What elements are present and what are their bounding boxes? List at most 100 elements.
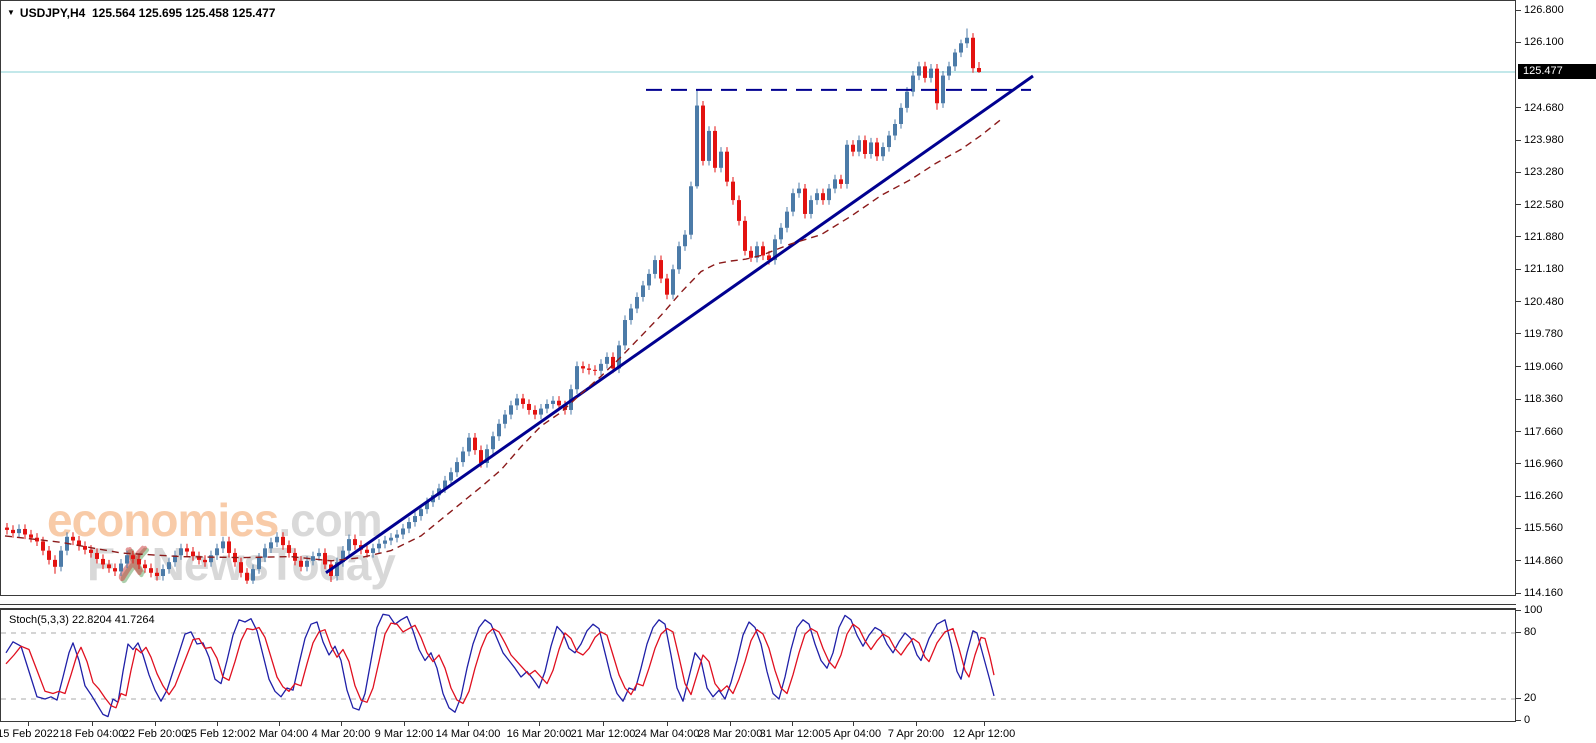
candle-body xyxy=(137,558,141,565)
candle-body xyxy=(467,437,471,452)
price-axis-label: 119.780 xyxy=(1524,327,1563,340)
panel-divider-line-2[interactable] xyxy=(0,608,1516,609)
candle-body xyxy=(263,548,267,558)
candle-body xyxy=(59,550,63,567)
price-axis-label: 126.100 xyxy=(1524,36,1564,49)
price-axis-label: 115.560 xyxy=(1524,522,1563,535)
candle-body xyxy=(935,68,939,104)
time-axis-label: 28 Mar 20:00 xyxy=(697,728,763,740)
stoch-axis-label: 80 xyxy=(1524,626,1537,638)
time-axis-tick xyxy=(539,722,540,726)
candle-body xyxy=(497,423,501,437)
time-axis-tick xyxy=(730,722,731,726)
candle-body xyxy=(509,405,513,415)
price-panel[interactable]: ▼ USDJPY,H4 125.564 125.695 125.458 125.4… xyxy=(0,0,1516,596)
price-axis-tick xyxy=(1516,301,1521,302)
time-axis-label: 15 Feb 2022 xyxy=(0,728,59,740)
candle-body xyxy=(305,560,309,567)
price-chart-svg[interactable] xyxy=(1,1,1515,595)
candle-body xyxy=(539,408,543,415)
time-axis-label: 31 Mar 12:00 xyxy=(759,728,825,740)
candle-body xyxy=(773,239,777,261)
candle-body xyxy=(335,562,339,577)
candle-body xyxy=(779,227,783,240)
time-axis-label: 18 Feb 04:00 xyxy=(59,728,125,740)
time-axis-tick xyxy=(853,722,854,726)
candle-body xyxy=(827,188,831,201)
candle-body xyxy=(587,368,591,370)
candle-body xyxy=(251,569,255,581)
price-axis-label: 117.660 xyxy=(1524,425,1563,438)
candle-body xyxy=(161,569,165,577)
candle-body xyxy=(347,539,351,551)
candle-body xyxy=(371,548,375,553)
candle-body xyxy=(965,37,969,44)
price-axis-tick xyxy=(1516,268,1521,270)
candle-body xyxy=(695,105,699,187)
candle-body xyxy=(521,398,525,404)
candle-body xyxy=(929,68,933,78)
symbol-dropdown-icon[interactable]: ▼ xyxy=(7,8,15,17)
stochastic-panel[interactable]: Stoch(5,3,3) 22.8204 41.7264 xyxy=(0,609,1516,722)
time-axis-tick xyxy=(404,722,405,726)
support-trendline[interactable] xyxy=(325,74,1034,575)
candle-body xyxy=(599,363,603,371)
price-axis-label: 120.480 xyxy=(1524,295,1564,308)
candle-body xyxy=(449,472,453,481)
candle-body xyxy=(443,480,447,489)
time-axis[interactable]: 15 Feb 2022 18 Feb 04:00 22 Feb 20:00 25 Fe… xyxy=(0,722,1516,743)
time-axis-tick xyxy=(28,722,29,726)
time-axis-tick xyxy=(217,722,218,726)
right-price-axis[interactable]: 125.477 126.800 126.100 124.680 123.980 123.… xyxy=(1516,0,1596,743)
price-axis-tick xyxy=(1516,431,1521,433)
candle-body xyxy=(677,246,681,270)
price-axis-tick xyxy=(1516,366,1521,368)
candle-body xyxy=(833,179,837,189)
candle-body xyxy=(191,551,195,557)
candle-body xyxy=(815,193,819,201)
price-axis-tick xyxy=(1516,139,1521,141)
candle-body xyxy=(413,516,417,523)
candle-body xyxy=(143,564,147,569)
stoch-axis-tick xyxy=(1516,631,1521,633)
stochastic-svg[interactable] xyxy=(1,610,1515,721)
panel-divider-line[interactable] xyxy=(0,604,1516,605)
symbol-period-label: USDJPY,H4 xyxy=(19,6,86,20)
price-axis-label: 123.280 xyxy=(1524,166,1564,179)
price-axis-tick xyxy=(1516,236,1521,238)
candle-body xyxy=(707,130,711,161)
candle-body xyxy=(407,522,411,529)
candle-body xyxy=(149,568,153,573)
candle-body xyxy=(749,250,753,258)
candle-body xyxy=(845,144,849,184)
candle-body xyxy=(317,552,321,557)
candle-body xyxy=(203,559,207,563)
time-axis-tick xyxy=(916,722,917,726)
price-axis-label: 118.360 xyxy=(1524,393,1563,406)
moving-average-line[interactable] xyxy=(4,118,1002,562)
candle-body xyxy=(215,548,219,556)
candle-body xyxy=(515,398,519,406)
candle-body xyxy=(23,528,27,535)
candle-body xyxy=(365,549,369,553)
candle-body xyxy=(473,437,477,451)
price-axis-label: 114.860 xyxy=(1524,554,1563,567)
candle-body xyxy=(803,188,807,214)
candle-body xyxy=(893,124,897,136)
candle-body xyxy=(311,556,315,561)
candle-body xyxy=(101,558,105,565)
stoch-axis-label: 20 xyxy=(1524,692,1537,704)
candle-body xyxy=(455,462,459,473)
time-axis-label: 7 Apr 20:00 xyxy=(887,728,945,740)
stoch-axis-tick xyxy=(1516,697,1521,699)
candle-body xyxy=(287,545,291,553)
candle-body xyxy=(461,451,465,463)
candle-body xyxy=(131,555,135,559)
candle-body xyxy=(491,436,495,450)
candle-body xyxy=(89,549,93,553)
time-axis-tick xyxy=(667,722,668,726)
candle-body xyxy=(863,140,867,154)
candle-body xyxy=(503,414,507,424)
price-axis-label: 122.580 xyxy=(1524,198,1564,211)
